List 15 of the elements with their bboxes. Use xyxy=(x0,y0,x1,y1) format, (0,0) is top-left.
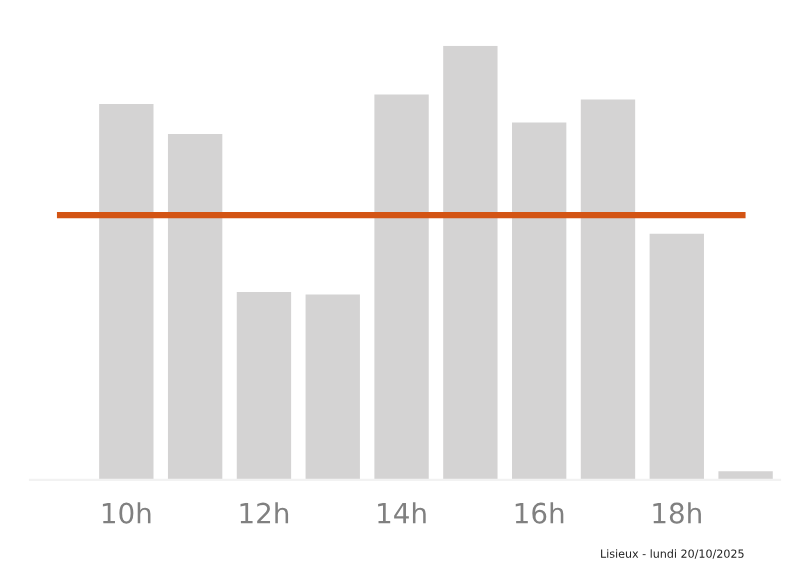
x-tick-label: 16h xyxy=(515,502,564,524)
bar xyxy=(718,471,773,480)
bar xyxy=(443,45,498,480)
bar xyxy=(374,94,429,480)
x-tick-label: 10h xyxy=(102,502,151,524)
bar xyxy=(167,133,223,480)
bar xyxy=(305,294,360,480)
x-tick-label: 18h xyxy=(653,502,701,524)
bar xyxy=(649,233,704,480)
bar xyxy=(580,99,636,480)
x-tick-label: 12h xyxy=(240,502,289,524)
bar xyxy=(236,291,292,480)
bar xyxy=(512,122,567,480)
x-tick-label: 14h xyxy=(378,502,426,524)
bar xyxy=(99,103,154,480)
